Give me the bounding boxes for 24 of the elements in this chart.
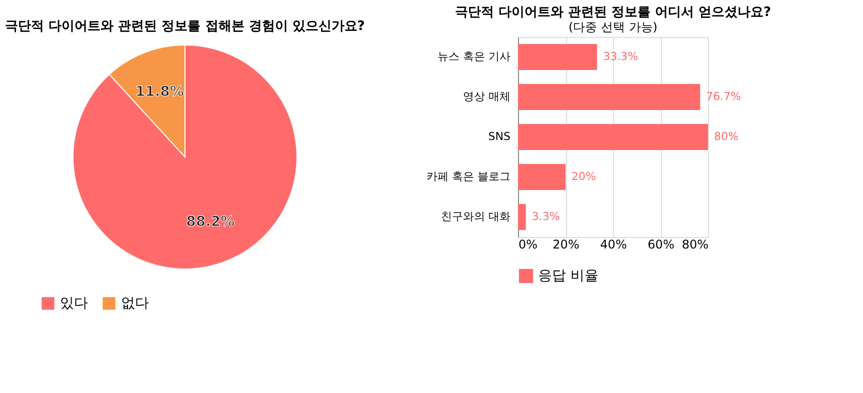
legend-label: 응답 비율 <box>538 268 598 284</box>
data-label: 76.7% <box>706 90 742 103</box>
y-tick-label: 친구와의 대화 <box>441 210 510 223</box>
y-tick-label: 카페 혹은 블로그 <box>426 170 510 183</box>
data-label: 80% <box>714 130 738 143</box>
x-tick-label: 40% <box>600 238 627 252</box>
data-label: 88.2% <box>186 214 235 230</box>
legend-label: 없다 <box>121 295 149 312</box>
data-label: 33.3% <box>603 50 638 63</box>
chart-subtitle: (다중 선택 가능) <box>568 20 658 34</box>
y-tick-label: SNS <box>488 130 511 143</box>
chart-title: 극단적 다이어트와 관련된 정보를 접해본 경험이 있으신가요? <box>5 19 365 34</box>
data-label: 11.8% <box>135 84 184 100</box>
data-label: 20% <box>572 170 596 183</box>
y-tick-label: 영상 매체 <box>463 90 510 103</box>
x-tick-label: 60% <box>648 238 674 252</box>
x-tick-label: 20% <box>552 238 580 252</box>
pie-slice <box>72 44 298 270</box>
x-tick-label: 80% <box>682 238 708 252</box>
chart-title: 극단적 다이어트와 관련된 정보를 어디서 얻으셨나요? <box>454 5 772 20</box>
data-label: 3.3% <box>532 210 560 223</box>
x-tick-label: 0% <box>518 238 538 252</box>
legend-label: 있다 <box>60 295 88 312</box>
y-tick-label: 뉴스 혹은 기사 <box>438 50 510 63</box>
